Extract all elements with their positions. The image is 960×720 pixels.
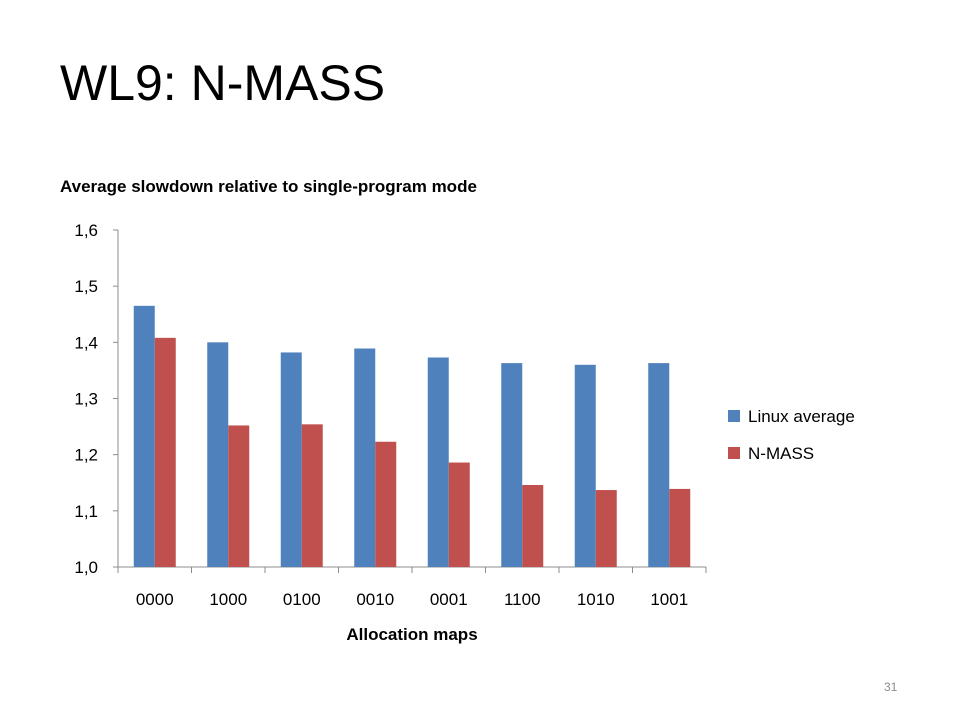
y-tick-label: 1,2 — [74, 446, 98, 465]
y-tick-label: 1,3 — [74, 390, 98, 409]
x-tick-label: 0100 — [283, 590, 321, 609]
bar-n-mass-0000 — [154, 337, 176, 567]
bar-linux-average-0000 — [133, 305, 155, 567]
y-tick-label: 1,5 — [74, 277, 98, 296]
x-tick-label: 0000 — [136, 590, 174, 609]
x-tick-label: 1000 — [209, 590, 247, 609]
x-tick-label: 1100 — [504, 590, 541, 609]
page-number: 31 — [884, 680, 898, 694]
bar-linux-average-1001 — [648, 363, 670, 567]
legend-swatch — [728, 447, 740, 459]
bar-n-mass-1100 — [522, 484, 544, 567]
bar-n-mass-0100 — [301, 424, 323, 567]
bar-n-mass-0010 — [375, 441, 397, 567]
bar-linux-average-0010 — [354, 348, 376, 567]
slide-title: WL9: N-MASS — [60, 55, 386, 111]
x-tick-label: 0001 — [430, 590, 468, 609]
bar-n-mass-1000 — [228, 425, 250, 567]
bar-linux-average-1010 — [574, 364, 596, 567]
x-axis-title: Allocation maps — [346, 625, 477, 644]
legend-label: N-MASS — [748, 444, 814, 463]
chart-title: Average slowdown relative to single-prog… — [60, 177, 477, 196]
y-tick-label: 1,4 — [74, 333, 98, 352]
x-tick-label: 1010 — [577, 590, 615, 609]
y-tick-label: 1,0 — [74, 558, 98, 577]
bar-linux-average-1000 — [207, 342, 229, 567]
x-tick-label: 1001 — [650, 590, 688, 609]
x-tick-label: 0010 — [356, 590, 394, 609]
bar-linux-average-1100 — [501, 363, 523, 567]
y-tick-label: 1,6 — [74, 221, 98, 240]
legend-label: Linux average — [748, 407, 855, 426]
bar-linux-average-0001 — [427, 357, 449, 567]
bar-linux-average-0100 — [280, 352, 302, 567]
legend-swatch — [728, 410, 740, 422]
y-tick-label: 1,1 — [74, 502, 98, 521]
bar-n-mass-1001 — [669, 488, 691, 567]
bar-n-mass-1010 — [595, 490, 617, 567]
bar-n-mass-0001 — [448, 462, 470, 567]
